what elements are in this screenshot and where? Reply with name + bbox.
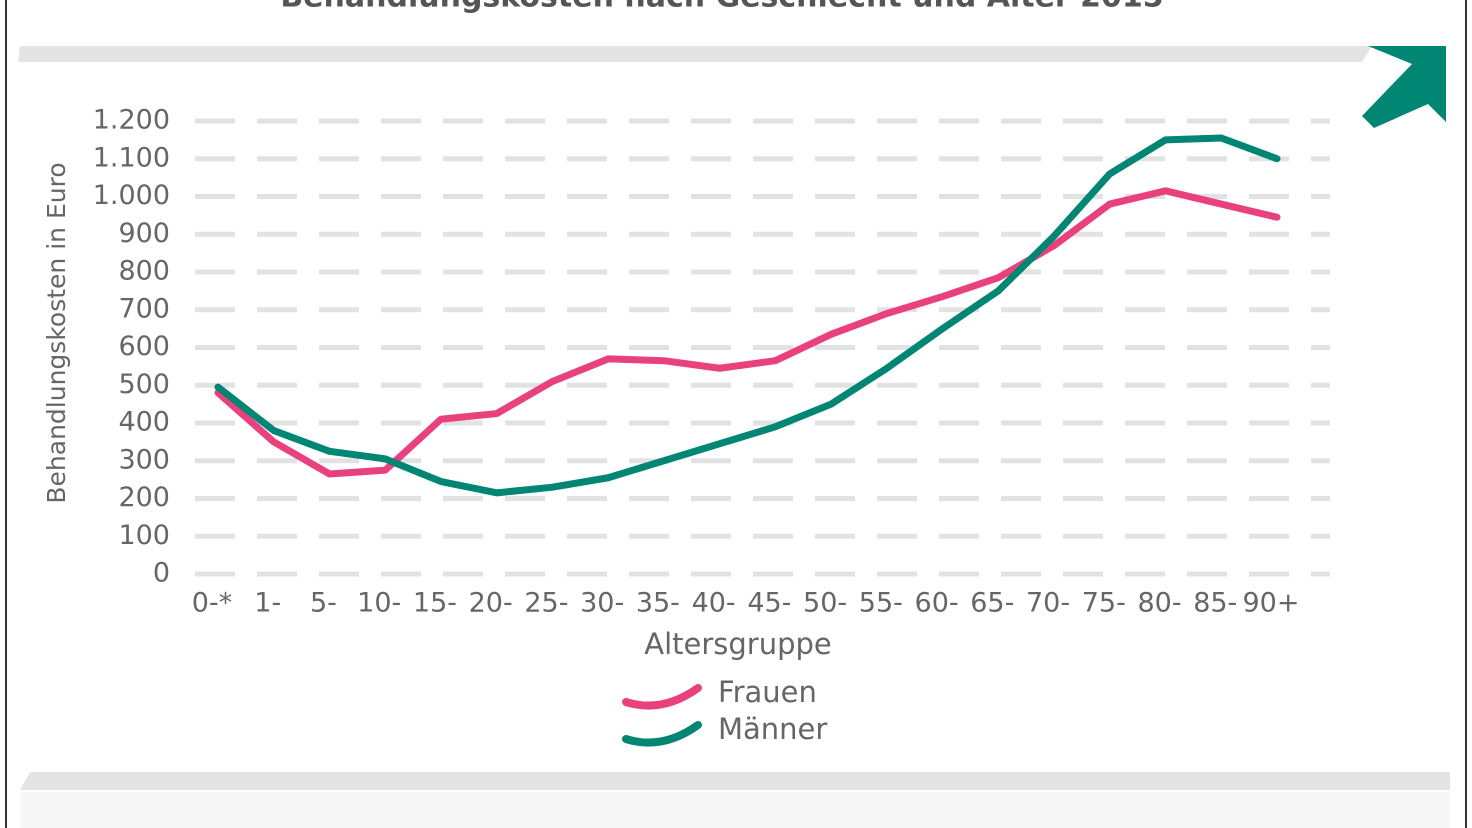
x-tick-label: 55-	[859, 588, 903, 619]
divider-top	[18, 46, 1372, 62]
y-tick-label: 800	[118, 256, 170, 287]
frame	[5, 0, 1467, 828]
x-tick-label: 70-	[1026, 588, 1070, 619]
x-tick-label: 60-	[915, 588, 959, 619]
y-tick-label: 1.000	[93, 180, 170, 211]
y-tick-label: 0	[153, 558, 170, 589]
y-tick-label: 1.200	[93, 105, 170, 136]
legend-swatch	[622, 684, 702, 710]
x-tick-label: 0-*	[192, 588, 232, 619]
x-tick-label: 1-	[254, 588, 281, 619]
y-tick-label: 500	[118, 369, 170, 400]
y-tick-label: 400	[118, 407, 170, 438]
x-tick-label: 80-	[1137, 588, 1181, 619]
y-tick-label: 900	[118, 218, 170, 249]
x-tick-label: 30-	[580, 588, 624, 619]
y-tick-label: 700	[118, 293, 170, 324]
y-tick-label: 200	[118, 482, 170, 513]
x-tick-label: 75-	[1082, 588, 1126, 619]
y-tick-label: 300	[118, 444, 170, 475]
x-tick-label: 50-	[803, 588, 847, 619]
x-tick-label: 5-	[310, 588, 337, 619]
chart-title: Behandlungskosten nach Geschlecht und Al…	[280, 0, 1163, 15]
y-tick-label: 1.100	[93, 142, 170, 173]
legend-swatch	[622, 721, 702, 747]
x-tick-label: 65-	[970, 588, 1014, 619]
x-tick-label: 85-	[1193, 588, 1237, 619]
y-tick-label: 100	[118, 520, 170, 551]
x-tick-label: 35-	[636, 588, 680, 619]
data-line	[214, 187, 1281, 478]
legend-label: Frauen	[718, 675, 817, 709]
footer-band	[20, 792, 1450, 828]
x-tick-label: 40-	[692, 588, 736, 619]
x-tick-label: 20-	[469, 588, 513, 619]
x-axis-label: Altersgruppe	[644, 627, 832, 661]
y-tick-label: 600	[118, 331, 170, 362]
x-tick-label: 10-	[357, 588, 401, 619]
x-tick-label: 15-	[413, 588, 457, 619]
legend-label: Männer	[718, 712, 827, 746]
x-tick-label: 45-	[747, 588, 791, 619]
x-tick-label: 90+	[1243, 588, 1300, 619]
divider-bottom	[20, 772, 1450, 790]
arrow-icon	[1362, 46, 1446, 128]
x-tick-label: 25-	[524, 588, 568, 619]
y-axis-label: Behandlungskosten in Euro	[42, 162, 71, 503]
data-line	[214, 134, 1281, 497]
